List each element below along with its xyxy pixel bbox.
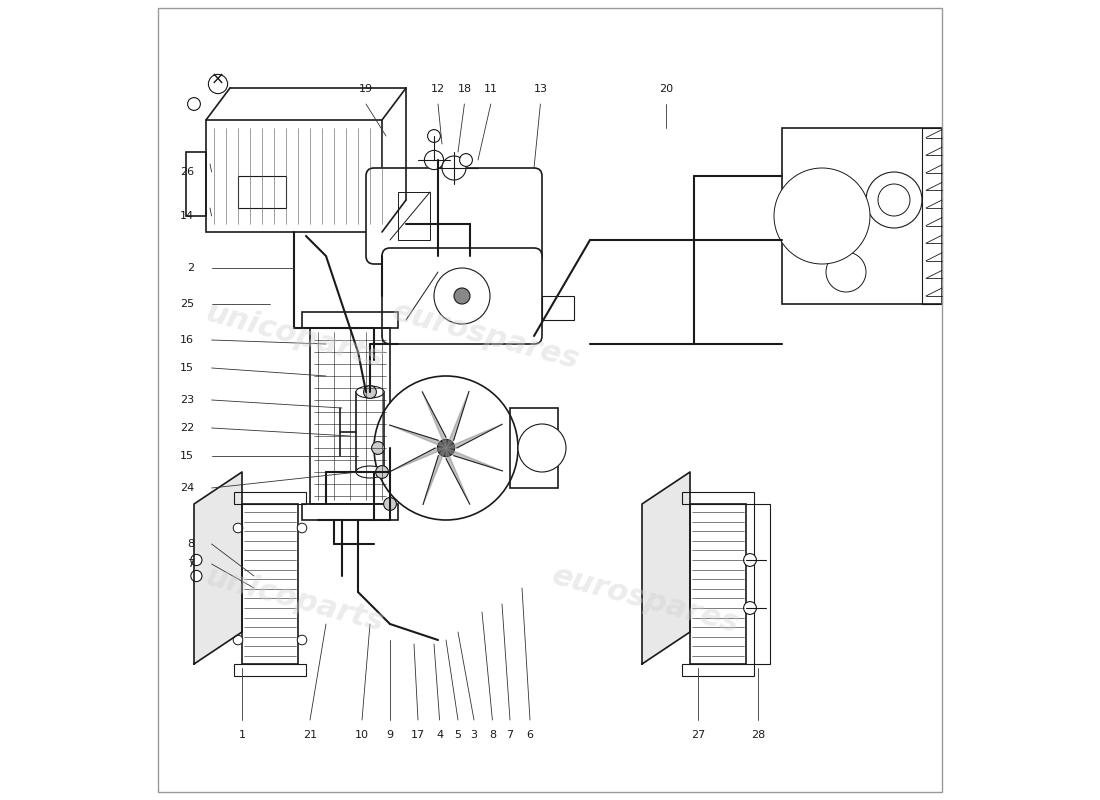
Circle shape xyxy=(297,635,307,645)
Circle shape xyxy=(518,424,567,472)
Text: 17: 17 xyxy=(411,730,425,739)
Text: unicoparts: unicoparts xyxy=(201,562,386,638)
Circle shape xyxy=(190,554,202,566)
Text: 4: 4 xyxy=(436,730,443,739)
Bar xyxy=(242,504,298,664)
Circle shape xyxy=(233,523,243,533)
Circle shape xyxy=(866,172,922,228)
Ellipse shape xyxy=(356,386,384,398)
Circle shape xyxy=(774,168,870,264)
Text: 1: 1 xyxy=(239,730,245,739)
Bar xyxy=(754,504,770,664)
Polygon shape xyxy=(446,448,503,471)
Circle shape xyxy=(454,288,470,304)
Text: 3: 3 xyxy=(471,730,477,739)
Text: 25: 25 xyxy=(180,299,194,309)
Circle shape xyxy=(744,602,757,614)
Bar xyxy=(922,128,942,304)
Text: 15: 15 xyxy=(180,363,194,373)
Circle shape xyxy=(460,154,472,166)
Text: 16: 16 xyxy=(180,335,194,345)
Circle shape xyxy=(233,635,243,645)
Circle shape xyxy=(826,252,866,292)
Text: 18: 18 xyxy=(458,84,472,94)
Circle shape xyxy=(374,376,518,520)
Polygon shape xyxy=(446,391,469,448)
Text: 27: 27 xyxy=(691,730,705,739)
Circle shape xyxy=(188,98,200,110)
Polygon shape xyxy=(422,392,446,448)
Text: 20: 20 xyxy=(659,84,673,94)
Circle shape xyxy=(297,523,307,533)
Text: 13: 13 xyxy=(534,84,548,94)
Bar xyxy=(682,492,754,504)
Bar xyxy=(510,408,558,488)
FancyBboxPatch shape xyxy=(366,168,542,264)
Bar xyxy=(206,120,382,232)
Circle shape xyxy=(790,184,854,248)
Circle shape xyxy=(375,466,388,478)
Text: 26: 26 xyxy=(180,167,194,177)
Polygon shape xyxy=(446,448,470,504)
Text: 22: 22 xyxy=(179,423,194,433)
Text: 8: 8 xyxy=(187,539,194,549)
Circle shape xyxy=(878,184,910,216)
Circle shape xyxy=(190,570,202,582)
Circle shape xyxy=(438,439,454,457)
Text: eurospares: eurospares xyxy=(389,297,583,375)
Bar xyxy=(302,312,398,328)
Circle shape xyxy=(425,150,443,170)
Bar xyxy=(682,664,754,676)
Text: 23: 23 xyxy=(180,395,194,405)
Text: 24: 24 xyxy=(179,483,194,493)
Text: 7: 7 xyxy=(187,559,194,569)
Text: 8: 8 xyxy=(488,730,496,739)
Polygon shape xyxy=(446,424,503,448)
FancyBboxPatch shape xyxy=(382,248,542,344)
Text: 19: 19 xyxy=(359,84,373,94)
Text: 9: 9 xyxy=(386,730,394,739)
Text: 5: 5 xyxy=(454,730,462,739)
Text: 6: 6 xyxy=(527,730,534,739)
Text: 12: 12 xyxy=(431,84,446,94)
Text: 21: 21 xyxy=(302,730,317,739)
Ellipse shape xyxy=(356,466,384,478)
Circle shape xyxy=(744,554,757,566)
Text: 15: 15 xyxy=(180,451,194,461)
Text: ×: × xyxy=(211,71,224,89)
Circle shape xyxy=(428,130,440,142)
Bar xyxy=(310,328,390,504)
Circle shape xyxy=(208,74,228,94)
Text: 2: 2 xyxy=(187,263,194,273)
Circle shape xyxy=(442,156,466,180)
Polygon shape xyxy=(389,425,446,448)
Text: 28: 28 xyxy=(751,730,766,739)
Bar xyxy=(398,192,430,240)
Polygon shape xyxy=(194,472,242,664)
Text: 10: 10 xyxy=(355,730,368,739)
Bar xyxy=(234,492,306,504)
Circle shape xyxy=(384,498,396,510)
Text: unicoparts: unicoparts xyxy=(201,298,386,374)
Polygon shape xyxy=(424,448,446,505)
Text: 14: 14 xyxy=(180,211,194,221)
Circle shape xyxy=(434,268,490,324)
Bar xyxy=(690,504,746,664)
Text: 7: 7 xyxy=(506,730,514,739)
Polygon shape xyxy=(389,448,446,472)
Bar xyxy=(186,152,206,216)
Bar xyxy=(542,296,574,320)
Text: 11: 11 xyxy=(484,84,498,94)
Circle shape xyxy=(372,442,384,454)
Bar xyxy=(356,392,384,472)
Bar xyxy=(782,128,942,304)
Circle shape xyxy=(364,386,376,398)
Circle shape xyxy=(802,196,842,236)
Polygon shape xyxy=(642,472,690,664)
Bar xyxy=(238,176,286,208)
Text: eurospares: eurospares xyxy=(549,561,742,639)
Bar xyxy=(302,504,398,520)
Bar xyxy=(234,664,306,676)
